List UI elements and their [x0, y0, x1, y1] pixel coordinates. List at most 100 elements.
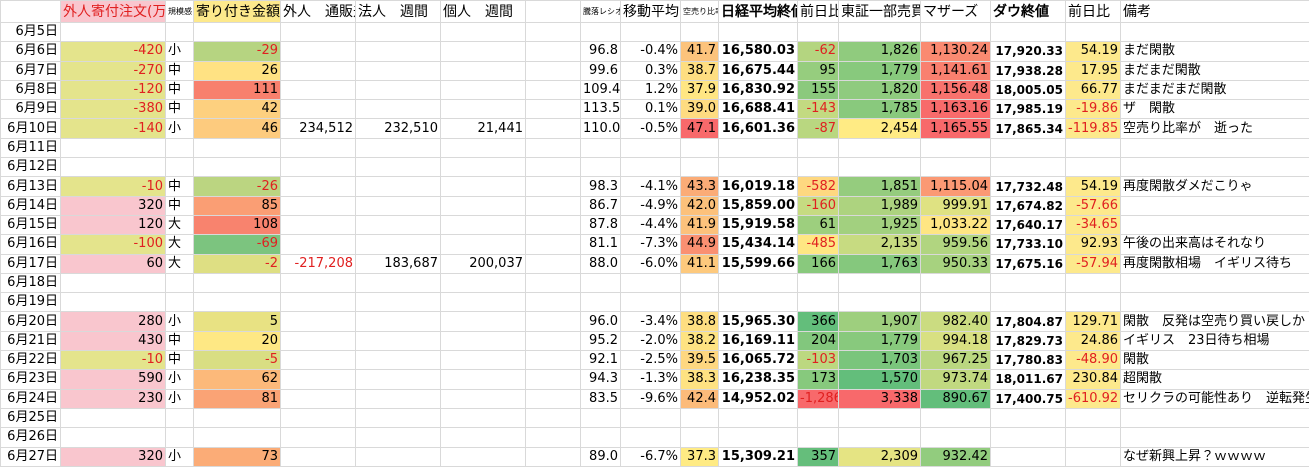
cell: 15,965.30: [719, 312, 798, 331]
cell: [526, 215, 581, 234]
cell: [621, 158, 681, 177]
cell: [281, 351, 356, 370]
cell: 17,865.34: [991, 119, 1066, 138]
cell: [281, 100, 356, 119]
cell: [991, 138, 1066, 157]
cell: -140: [61, 119, 166, 138]
cell: 2,454: [839, 119, 921, 138]
cell: [166, 23, 194, 42]
cell: 17.95: [1066, 61, 1121, 80]
cell: 小: [166, 370, 194, 389]
cell: [281, 80, 356, 99]
cell: 17,780.83: [991, 351, 1066, 370]
cell: なぜ新興上昇？ｗｗｗｗ: [1121, 447, 1309, 466]
cell: [798, 293, 839, 312]
cell: [441, 428, 526, 447]
cell: [526, 42, 581, 61]
cell: 再度閑散ダメだこりゃ: [1121, 177, 1309, 196]
header-cell: 前日比: [1066, 1, 1121, 23]
cell: 110.0: [581, 119, 621, 138]
cell: [356, 351, 441, 370]
cell: [681, 158, 719, 177]
cell: 120: [61, 215, 166, 234]
cell: -4.4%: [621, 215, 681, 234]
cell: -19.86: [1066, 100, 1121, 119]
cell: 87.8: [581, 215, 621, 234]
header-cell: 個人 週間: [441, 1, 526, 23]
cell: 21,441: [441, 119, 526, 138]
cell: 18,005.05: [991, 80, 1066, 99]
cell: 96.8: [581, 42, 621, 61]
cell: -120: [61, 80, 166, 99]
cell: [798, 408, 839, 427]
cell: [281, 312, 356, 331]
cell: [1121, 408, 1309, 427]
cell: [356, 158, 441, 177]
cell: [921, 273, 991, 292]
cell: 280: [61, 312, 166, 331]
cell: 15,434.14: [719, 235, 798, 254]
cell: [991, 428, 1066, 447]
cell: [1121, 293, 1309, 312]
cell: 83.5: [581, 389, 621, 408]
cell: 6月9日: [1, 100, 61, 119]
cell: 129.71: [1066, 312, 1121, 331]
cell: 17,400.75: [991, 389, 1066, 408]
cell: [526, 408, 581, 427]
cell: 1,779: [839, 331, 921, 350]
cell: [1066, 23, 1121, 42]
cell: 中: [166, 80, 194, 99]
cell: 38.2: [681, 331, 719, 350]
cell: 1,033.22: [921, 215, 991, 234]
row: 6月11日: [1, 138, 1309, 157]
cell: 41.1: [681, 254, 719, 273]
cell: -485: [798, 235, 839, 254]
cell: [441, 351, 526, 370]
cell: 230: [61, 389, 166, 408]
cell: 15,599.66: [719, 254, 798, 273]
cell: 86.7: [581, 196, 621, 215]
cell: [921, 408, 991, 427]
cell: [839, 138, 921, 157]
cell: [719, 138, 798, 157]
cell: 98.3: [581, 177, 621, 196]
cell: [1121, 158, 1309, 177]
cell: [526, 138, 581, 157]
cell: [621, 138, 681, 157]
cell: [281, 177, 356, 196]
cell: 小: [166, 389, 194, 408]
cell: 17,829.73: [991, 331, 1066, 350]
cell: [526, 312, 581, 331]
cell: 6月17日: [1, 254, 61, 273]
cell: 26: [194, 61, 281, 80]
cell: 閑散: [1121, 351, 1309, 370]
cell: 43.3: [681, 177, 719, 196]
cell: -4.9%: [621, 196, 681, 215]
cell: [356, 196, 441, 215]
header-cell: 移動平均: [621, 1, 681, 23]
cell: 60: [61, 254, 166, 273]
cell: [719, 408, 798, 427]
cell: 590: [61, 370, 166, 389]
cell: 320: [61, 447, 166, 466]
cell: [441, 80, 526, 99]
cell: [281, 293, 356, 312]
cell: [281, 61, 356, 80]
cell: [526, 293, 581, 312]
header-cell: [1, 1, 61, 23]
cell: [526, 61, 581, 80]
header-cell: 備考: [1121, 1, 1309, 23]
cell: 16,688.41: [719, 100, 798, 119]
cell: 1,820: [839, 80, 921, 99]
cell: 0.3%: [621, 61, 681, 80]
cell: [991, 293, 1066, 312]
cell: 2,309: [839, 447, 921, 466]
cell: [441, 196, 526, 215]
cell: [991, 158, 1066, 177]
cell: [281, 428, 356, 447]
header-cell: [526, 1, 581, 23]
